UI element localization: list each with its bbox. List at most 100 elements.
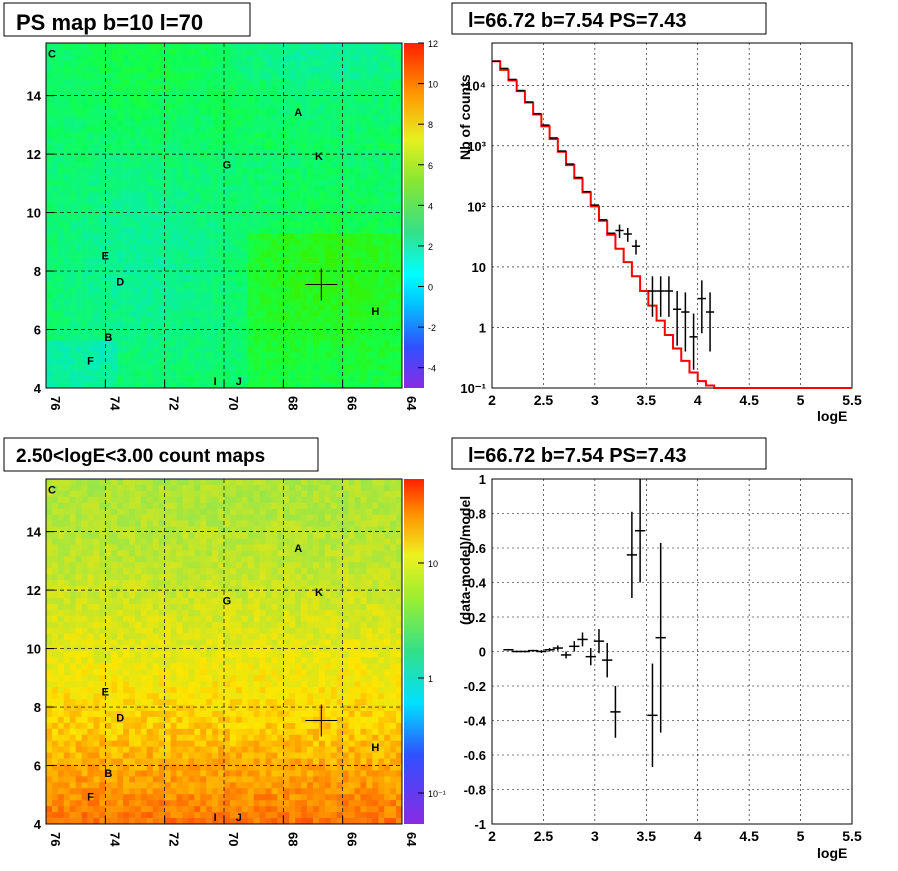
heatmap-cell bbox=[283, 580, 290, 587]
heatmap-cell bbox=[318, 334, 326, 341]
heatmap-cell bbox=[247, 227, 254, 234]
heatmap-cell bbox=[384, 280, 391, 288]
heatmap-cell bbox=[336, 322, 343, 329]
heatmap-cell bbox=[129, 120, 136, 127]
heatmap-cell bbox=[152, 120, 160, 127]
heatmap-cell bbox=[194, 358, 201, 365]
heatmap-cell bbox=[46, 203, 53, 210]
heatmap-cell bbox=[253, 502, 260, 510]
heatmap-cell bbox=[318, 580, 326, 587]
heatmap-cell bbox=[277, 334, 284, 341]
heatmap-cell bbox=[158, 532, 165, 539]
heatmap-cell bbox=[289, 60, 296, 68]
heatmap-cell bbox=[69, 562, 76, 569]
heatmap-cell bbox=[378, 215, 385, 222]
heatmap-cell bbox=[259, 352, 266, 359]
heatmap-cell bbox=[129, 597, 136, 605]
heatmap-cell bbox=[135, 54, 142, 62]
heatmap-cell bbox=[111, 203, 118, 210]
heatmap-cell bbox=[277, 78, 284, 85]
heatmap-cell bbox=[69, 508, 76, 515]
heatmap-cell bbox=[283, 592, 290, 599]
heatmap-cell bbox=[336, 562, 343, 569]
heatmap-cell bbox=[194, 544, 201, 551]
heatmap-cell bbox=[348, 280, 355, 288]
heatmap-cell bbox=[129, 108, 136, 115]
heatmap-cell bbox=[81, 138, 88, 145]
heatmap-cell bbox=[57, 185, 65, 193]
heatmap-cell bbox=[129, 150, 136, 157]
heatmap-cell bbox=[354, 316, 361, 323]
heatmap-cell bbox=[135, 132, 142, 139]
heatmap-cell bbox=[200, 538, 207, 545]
heatmap-cell bbox=[372, 322, 379, 329]
heatmap-cell bbox=[188, 132, 195, 139]
heatmap-cell bbox=[307, 370, 314, 377]
heatmap-cell bbox=[51, 286, 59, 294]
heatmap-cell bbox=[87, 544, 94, 551]
heatmap-cell bbox=[182, 156, 189, 163]
heatmap-cell bbox=[158, 328, 165, 335]
heatmap-cell bbox=[277, 185, 284, 193]
heatmap-cell bbox=[229, 490, 237, 498]
heatmap-cell bbox=[318, 138, 326, 145]
heatmap-cell bbox=[51, 227, 59, 234]
heatmap-cell bbox=[135, 352, 142, 359]
heatmap-cell bbox=[259, 66, 266, 74]
heatmap-cell bbox=[164, 376, 171, 383]
heatmap-cell bbox=[93, 90, 100, 97]
heatmap-cell bbox=[324, 346, 332, 353]
heatmap-cell bbox=[123, 227, 130, 234]
heatmap-cell bbox=[123, 382, 130, 389]
heatmap-cell bbox=[69, 144, 76, 151]
heatmap-cell bbox=[164, 484, 171, 492]
heatmap-cell bbox=[182, 544, 189, 551]
heatmap-cell bbox=[200, 286, 207, 294]
heatmap-cell bbox=[265, 597, 272, 605]
heatmap-cell bbox=[176, 54, 183, 62]
heatmap-cell bbox=[69, 340, 76, 347]
heatmap-cell bbox=[176, 269, 183, 276]
heatmap-cell bbox=[235, 280, 243, 288]
heatmap-cell bbox=[123, 150, 130, 157]
heatmap-cell bbox=[176, 173, 183, 181]
heatmap-cell bbox=[81, 233, 88, 240]
heatmap-cell bbox=[283, 286, 290, 294]
heatmap-cell bbox=[307, 43, 314, 50]
heatmap-cell bbox=[354, 156, 361, 163]
heatmap-cell bbox=[259, 376, 266, 383]
heatmap-cell bbox=[295, 568, 302, 575]
heatmap-cell bbox=[307, 550, 314, 557]
heatmap-cell bbox=[188, 496, 195, 504]
heatmap-cell bbox=[176, 48, 183, 56]
heatmap-cell bbox=[51, 90, 59, 97]
heatmap-cell bbox=[277, 352, 284, 359]
heatmap-cell bbox=[384, 161, 391, 169]
heatmap-cell bbox=[384, 156, 391, 163]
heatmap-cell bbox=[135, 138, 142, 145]
heatmap-cell bbox=[348, 66, 355, 74]
heatmap-cell bbox=[259, 490, 266, 498]
heatmap-cell bbox=[229, 346, 237, 353]
heatmap-cell bbox=[229, 562, 237, 569]
heatmap-cell bbox=[360, 514, 367, 521]
heatmap-cell bbox=[164, 298, 171, 306]
heatmap-cell bbox=[51, 132, 59, 139]
heatmap-cell bbox=[46, 251, 53, 258]
heatmap-cell bbox=[194, 150, 201, 157]
heatmap-cell bbox=[348, 508, 355, 515]
heatmap-cell bbox=[194, 191, 201, 198]
heatmap-cell bbox=[295, 364, 302, 371]
heatmap-cell bbox=[135, 292, 142, 300]
heatmap-cell bbox=[111, 298, 118, 306]
heatmap-cell bbox=[51, 514, 59, 521]
heatmap-cell bbox=[81, 328, 88, 335]
heatmap-cell bbox=[170, 364, 177, 371]
heatmap-cell bbox=[105, 227, 112, 234]
heatmap-cell bbox=[152, 334, 160, 341]
heatmap-cell bbox=[69, 538, 76, 545]
heatmap-cell bbox=[218, 274, 225, 282]
heatmap-cell bbox=[176, 43, 183, 50]
heatmap-cell bbox=[277, 376, 284, 383]
heatmap-cell bbox=[348, 597, 355, 605]
